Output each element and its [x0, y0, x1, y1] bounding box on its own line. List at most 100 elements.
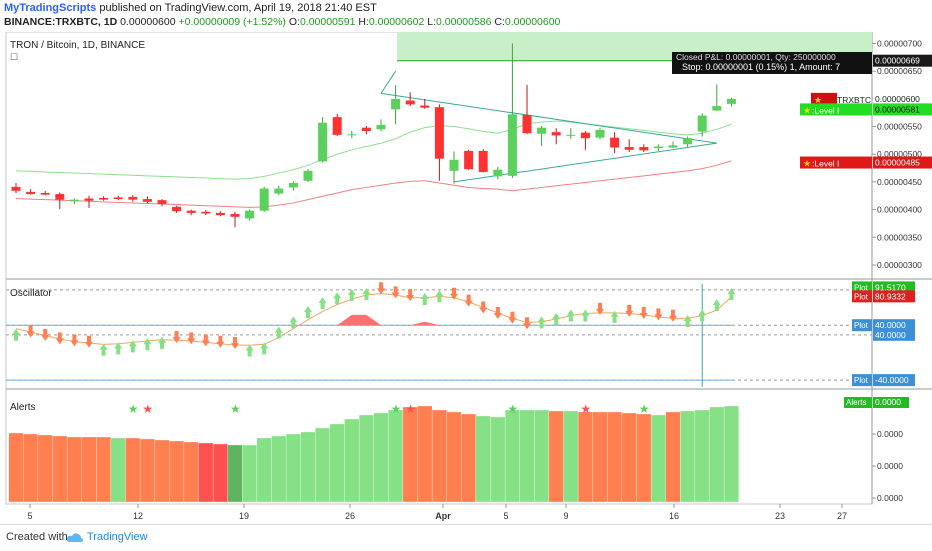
candle-body	[697, 115, 707, 132]
alert-bar	[607, 411, 623, 503]
candle-body	[99, 197, 109, 200]
osc-arrow-down	[41, 328, 50, 341]
alert-bar	[154, 439, 170, 503]
price-pane-title: TRON / Bitcoin, 1D, BINANCE	[10, 40, 145, 51]
osc-arrow-down	[406, 289, 415, 302]
candle-body	[420, 105, 430, 108]
osc-arrow-up	[537, 316, 546, 329]
alerts-y-tick-label: 0.0000	[877, 429, 903, 439]
osc-signal-line	[15, 293, 732, 346]
osc-plot-tag	[852, 319, 872, 332]
alert-bar	[563, 410, 579, 503]
osc-arrow-up	[698, 309, 707, 322]
osc-value-tag	[873, 374, 915, 387]
level-red-marker	[800, 156, 872, 169]
candle-body	[157, 200, 167, 205]
candle-body	[653, 146, 663, 149]
level-red-price: 0.00000485	[875, 158, 920, 168]
alert-star-icon: ★	[128, 402, 139, 416]
osc-plot-tag-text: Plot	[854, 321, 869, 330]
alert-bar	[315, 427, 331, 503]
osc-arrow-up	[289, 316, 298, 329]
candle-body	[580, 132, 590, 139]
osc-arrow-up	[566, 309, 575, 322]
candle-body	[142, 199, 152, 202]
x-tick-label: 5	[27, 511, 32, 521]
alert-star-icon: ★	[580, 402, 591, 416]
tradingview-logo[interactable]: TradingView	[66, 531, 148, 543]
order-info-box	[672, 52, 872, 74]
alert-star-icon: ★	[507, 402, 518, 416]
alert-bar	[66, 436, 82, 503]
osc-arrow-up	[318, 297, 327, 310]
tradingview-brand: TradingView	[87, 531, 148, 543]
osc-arrow-down	[669, 309, 677, 322]
alerts-y-tick-label: 0.0000	[877, 461, 903, 471]
chart-canvas[interactable]: TRON / Bitcoin, 1D, BINANCE☐ 0.00000700 0.…	[0, 32, 932, 524]
trend-line-upper	[380, 92, 717, 144]
candle-body	[566, 134, 576, 136]
candle-body	[69, 199, 79, 202]
alert-bar	[534, 409, 550, 503]
osc-arrow-up	[274, 326, 283, 339]
osc-arrow-up	[12, 328, 20, 341]
publish-info: published on TradingView.com, April 19, …	[99, 2, 377, 14]
osc-arrow-up	[610, 310, 619, 323]
alert-bar	[461, 413, 477, 503]
osc-value-text: 40.0000	[875, 330, 906, 340]
alerts-value-text: 0.0000	[875, 397, 901, 407]
publish-line: MyTradingScripts published on TradingVie…	[4, 2, 377, 14]
star-icon: ★	[814, 95, 822, 105]
ohlc-line: BINANCE:TRXBTC, 1D 0.00000600 +0.0000000…	[4, 16, 560, 28]
x-tick-label: 23	[775, 511, 785, 521]
osc-arrow-up	[727, 288, 736, 301]
author-link[interactable]: MyTradingScripts	[4, 2, 97, 14]
osc-plot-tag	[852, 374, 872, 387]
star-icon: ★	[803, 105, 811, 115]
alert-bar	[402, 406, 418, 503]
level-green-price: 0.00000581	[875, 104, 920, 114]
alert-bar	[110, 437, 126, 503]
osc-arrow-down	[216, 335, 225, 348]
x-tick-label: 9	[563, 511, 568, 521]
alert-bar	[665, 411, 681, 503]
trxbtc-marker	[811, 92, 837, 105]
alert-bar	[37, 434, 53, 503]
candle-body	[172, 206, 182, 212]
last-price: 0.00000600	[120, 16, 176, 28]
alerts-title: Alerts	[10, 402, 36, 413]
y-tick-label: 0.00000500	[877, 149, 922, 159]
candle-body	[391, 98, 401, 110]
alert-bar	[577, 411, 593, 503]
order-info-line1: Closed P&L: 0.00000001, Qty: 250000000	[676, 52, 836, 62]
candle-body	[40, 192, 50, 195]
level-price-text: 0.00000669	[875, 56, 920, 66]
candle-body	[493, 169, 503, 177]
low-value: 0.00000586	[436, 16, 492, 28]
candle-body	[712, 106, 722, 111]
osc-arrow-up	[347, 288, 356, 301]
level-price-label	[873, 54, 932, 67]
osc-plot-tag-text: Plot	[854, 376, 869, 385]
x-tick-label: 12	[133, 511, 143, 521]
alert-bar	[490, 416, 506, 503]
candle-body	[610, 137, 620, 148]
alert-bar	[8, 432, 24, 503]
cloud-icon	[66, 533, 84, 542]
osc-arrow-down	[479, 301, 488, 314]
osc-arrow-up	[552, 312, 561, 325]
alert-bar	[139, 438, 155, 503]
osc-value-tag	[873, 290, 915, 303]
candle-body	[201, 211, 211, 214]
alert-bar	[636, 413, 652, 503]
osc-arrow-down	[493, 306, 502, 319]
candle-body	[288, 183, 298, 188]
alert-star-icon: ★	[405, 402, 416, 416]
price-label-text: 0.00000600	[875, 94, 920, 104]
y-tick-label: 0.00000300	[877, 260, 922, 270]
open-label: O:	[288, 16, 300, 28]
alerts-tag	[844, 397, 872, 408]
osc-arrow-down	[523, 317, 531, 330]
candle-body	[332, 117, 342, 135]
candle-body	[595, 129, 605, 138]
